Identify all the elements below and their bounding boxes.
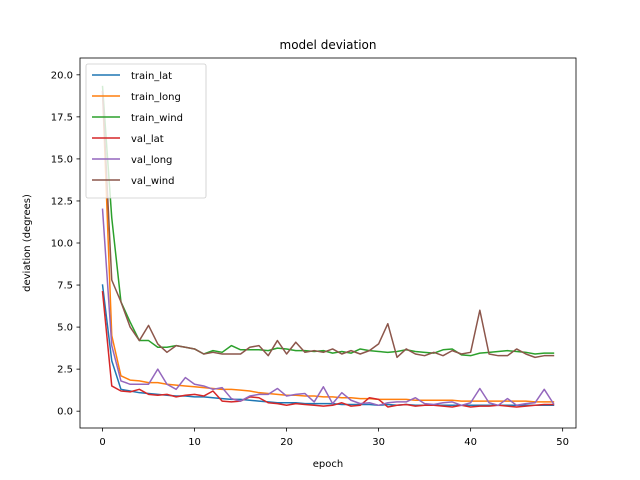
y-axis-title: deviation (degrees)	[22, 194, 33, 292]
legend-label-val-wind: val_wind	[131, 176, 174, 187]
legend-label-val-lat: val_lat	[131, 134, 164, 145]
series-line-train-long	[101, 90, 555, 403]
y-tick-label: 17.5	[51, 112, 73, 123]
series-layer	[101, 85, 555, 408]
y-tick-label: 5.0	[57, 323, 73, 334]
y-tick-label: 10.0	[51, 239, 73, 250]
axes-layer: 0 10 20 30 40 50 0.0 2.5 5.0 7.5 10.0 12.5 15.0 17.5 2…	[51, 70, 569, 448]
x-tick-label: 0	[99, 437, 105, 448]
x-tick-label: 40	[464, 437, 477, 448]
chart-title: model deviation	[280, 38, 377, 52]
x-tick-label: 30	[372, 437, 385, 448]
x-tick-label: 20	[280, 437, 293, 448]
series-line-val-wind	[101, 90, 555, 359]
legend-box	[85, 63, 207, 199]
legend-label-val-long: val_long	[131, 155, 172, 166]
y-tick-label: 15.0	[51, 154, 73, 165]
plot-frame	[79, 57, 577, 429]
x-tick-label: 10	[188, 437, 201, 448]
y-tick-label: 2.5	[57, 365, 73, 376]
legend: train_lat train_long train_wind val_lat val_…	[85, 63, 207, 199]
legend-label-train-wind: train_wind	[131, 113, 183, 124]
series-line-val-long	[101, 208, 555, 407]
series-line-val-lat	[101, 290, 555, 408]
y-tick-label: 0.0	[57, 407, 73, 418]
legend-label-train-lat: train_lat	[131, 71, 172, 82]
legend-label-train-long: train_long	[131, 92, 181, 103]
y-tick-label: 7.5	[57, 281, 73, 292]
x-tick-label: 50	[556, 437, 569, 448]
y-tick-label: 12.5	[51, 196, 73, 207]
y-tick-label: 20.0	[51, 70, 73, 81]
x-axis-title: epoch	[313, 459, 343, 470]
